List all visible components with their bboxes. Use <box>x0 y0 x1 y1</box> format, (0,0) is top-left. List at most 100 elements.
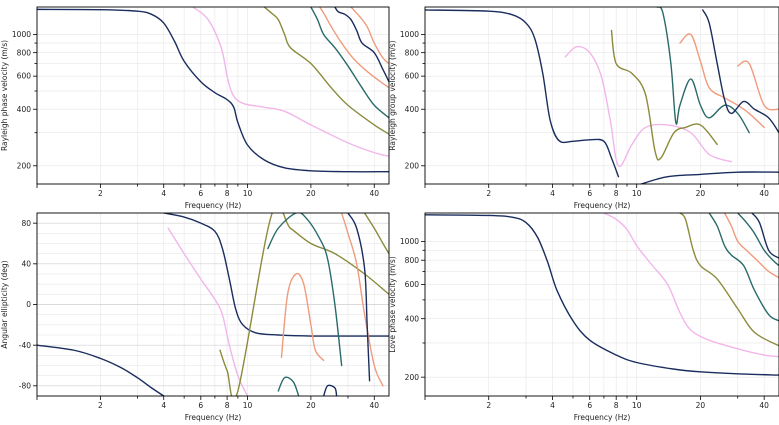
x-tick-label: 4 <box>161 401 166 410</box>
series-line-mode-1 <box>192 7 389 157</box>
series-line-mode-1 <box>167 227 249 396</box>
y-axis: 200 400 600 800 1000 Love phase velocity (m/s… <box>388 237 425 382</box>
series-line-mode-3 <box>708 213 779 322</box>
series-group <box>37 213 389 396</box>
grid <box>424 7 779 184</box>
y-tick-label: 1000 <box>400 237 419 246</box>
x-tick-label: 6 <box>198 189 203 198</box>
series-line-mode-6 <box>322 384 338 396</box>
x-axis: 2 4 6 8 10 20 40 Frequency (Hz) <box>36 184 379 210</box>
x-tick-label: 20 <box>696 189 706 198</box>
series-line-mode-3 <box>267 213 343 367</box>
y-axis: -80 -40 0 40 80 Angular ellipticity (deg) <box>0 219 37 390</box>
series-line-mode-8 <box>347 213 371 382</box>
angular-ellipticity-panel: 2 4 6 8 10 20 40 Frequency (Hz) -80 -40 0 40 80 Angul… <box>0 212 390 422</box>
x-tick-label: 40 <box>369 401 379 410</box>
x-tick-label: 8 <box>225 189 230 198</box>
x-axis-label: Frequency (Hz) <box>185 201 242 210</box>
y-tick-label: 800 <box>405 48 420 57</box>
x-tick-label: 4 <box>550 401 555 410</box>
series-line-mode-5 <box>277 376 300 396</box>
x-tick-label: 8 <box>614 189 619 198</box>
x-tick-label: 6 <box>198 401 203 410</box>
y-axis-label: Rayleigh group velocity (m/s) <box>388 40 397 150</box>
series-group <box>425 7 779 184</box>
series-line-mode-4 <box>318 7 389 89</box>
x-tick-label: 40 <box>759 401 769 410</box>
y-tick-label: -40 <box>19 341 31 350</box>
series-line-mode-0 <box>425 214 779 376</box>
series-line-mode-1 <box>603 213 779 358</box>
y-tick-label: 200 <box>405 161 420 170</box>
x-tick-label: 10 <box>632 401 642 410</box>
series-line-mode-6 <box>751 213 779 259</box>
x-tick-label: 40 <box>369 189 379 198</box>
x-tick-label: 20 <box>306 189 316 198</box>
x-tick-label: 20 <box>306 401 316 410</box>
x-tick-label: 6 <box>587 189 592 198</box>
love-phase-velocity-panel: 2 4 6 8 10 20 40 Frequency (Hz) 200 400 600 800 1000… <box>388 212 779 422</box>
y-tick-label: 400 <box>405 314 420 323</box>
y-tick-label: 80 <box>21 219 31 228</box>
series-line-mode-2 <box>679 213 779 347</box>
y-tick-label: 1000 <box>12 30 31 39</box>
y-tick-label: 200 <box>17 161 32 170</box>
x-tick-label: 10 <box>632 189 642 198</box>
series-group <box>425 213 779 376</box>
rayleigh-group-velocity-panel: 2 4 6 8 10 20 40 Frequency (Hz) 200 400 600 800 1000… <box>388 6 779 210</box>
series-line-mode-2 <box>263 7 389 135</box>
x-tick-label: 2 <box>98 189 103 198</box>
y-tick-label: 200 <box>405 373 420 382</box>
series-line-mode-4 <box>723 213 779 279</box>
x-axis-label: Frequency (Hz) <box>185 413 242 422</box>
rayleigh-phase-velocity-panel: 2 4 6 8 10 20 40 Frequency (Hz) 200 400 600 800 1000… <box>0 6 390 210</box>
series-line-mode-3 <box>310 7 389 119</box>
y-tick-label: 400 <box>17 105 32 114</box>
x-tick-label: 2 <box>486 401 491 410</box>
plot-frame <box>424 6 779 185</box>
series-line-mode-0 <box>37 8 389 173</box>
x-tick-label: 4 <box>161 189 166 198</box>
y-tick-label: 600 <box>405 72 420 81</box>
x-axis-label: Frequency (Hz) <box>574 201 631 210</box>
series-line-mode-4 <box>679 33 765 129</box>
y-tick-label: 40 <box>21 259 31 268</box>
x-tick-label: 2 <box>98 401 103 410</box>
grid <box>36 212 389 397</box>
series-group <box>37 7 389 173</box>
plot-frame <box>424 212 779 397</box>
series-line-mode-6 <box>640 171 779 184</box>
series-line-mode-6 <box>350 7 389 65</box>
y-tick-label: 600 <box>17 72 32 81</box>
x-tick-label: 4 <box>550 189 555 198</box>
series-line-mode-5 <box>737 213 779 267</box>
x-axis-label: Frequency (Hz) <box>574 413 631 422</box>
y-axis-label: Rayleigh phase velocity (m/s) <box>0 40 9 151</box>
x-tick-label: 10 <box>243 189 253 198</box>
y-tick-label: 1000 <box>400 30 419 39</box>
x-axis: 2 4 6 8 10 20 40 Frequency (Hz) <box>36 396 379 422</box>
series-line-mode-0 <box>425 9 620 178</box>
x-tick-label: 8 <box>225 401 230 410</box>
y-tick-label: -80 <box>19 381 31 390</box>
series-line-mode-7 <box>737 60 779 111</box>
series-line-mode-5 <box>702 9 779 134</box>
y-tick-label: 600 <box>405 280 420 289</box>
y-tick-label: 400 <box>405 105 420 114</box>
x-tick-label: 20 <box>696 401 706 410</box>
x-tick-label: 8 <box>614 401 619 410</box>
series-line-mode-2 <box>610 29 718 161</box>
y-tick-label: 800 <box>17 48 32 57</box>
series-line-mode-7 <box>340 213 384 387</box>
grid <box>424 213 779 396</box>
x-tick-label: 2 <box>486 189 491 198</box>
y-tick-label: 800 <box>405 256 420 265</box>
plot-frame <box>36 6 390 185</box>
series-line-mode-9 <box>363 213 389 255</box>
x-axis: 2 4 6 8 10 20 40 Frequency (Hz) <box>424 184 769 210</box>
y-axis-label: Love phase velocity (m/s) <box>388 256 397 352</box>
x-tick-label: 40 <box>759 189 769 198</box>
